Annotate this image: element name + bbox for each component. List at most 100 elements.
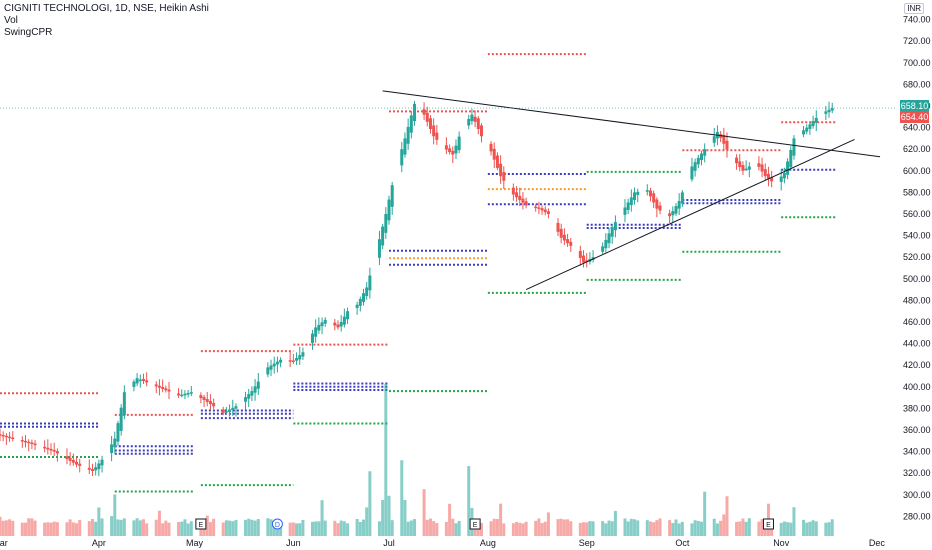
trendline-upper — [382, 90, 881, 158]
candle-body — [613, 222, 617, 231]
candle-body — [323, 319, 327, 324]
candle-body — [502, 172, 506, 181]
volume-bar — [291, 522, 295, 536]
volume-bar — [298, 523, 302, 536]
volume-bar — [234, 519, 238, 536]
chart-legend: CIGNITI TECHNOLOGI, 1D, NSE, Heikin Ashi… — [4, 3, 209, 39]
candle-body — [677, 201, 681, 209]
candle-body — [390, 185, 394, 207]
volume-bar — [94, 521, 98, 536]
volume-bar — [167, 522, 171, 536]
candle-body — [317, 324, 321, 331]
volume-bar — [49, 522, 53, 536]
volume-bar — [824, 522, 828, 536]
volume-indicator-label[interactable]: Vol — [4, 15, 18, 26]
candle-body — [339, 322, 343, 327]
candle-body — [448, 148, 452, 153]
volume-bar — [677, 523, 681, 536]
candle-body — [422, 109, 426, 115]
candle-body — [432, 125, 436, 137]
volume-bar — [46, 522, 50, 536]
candle-body — [400, 149, 404, 166]
candle-body — [269, 365, 273, 370]
candle-body — [633, 192, 637, 200]
volume-bar — [515, 521, 519, 536]
candle-body — [492, 148, 496, 160]
candle-body — [735, 157, 739, 164]
candle-body — [652, 193, 656, 203]
volume-bar — [65, 522, 69, 536]
candle-body — [288, 360, 292, 362]
candle-body — [132, 381, 136, 387]
volume-bar — [122, 518, 126, 536]
candle-body — [52, 449, 56, 452]
candle-body — [403, 138, 407, 155]
volume-bar — [467, 466, 471, 536]
candle-body — [556, 222, 560, 232]
candle-body — [55, 451, 59, 454]
candle-body — [377, 239, 381, 258]
currency-badge[interactable]: INR — [904, 3, 924, 14]
volume-bar — [779, 522, 783, 536]
volume-bar — [566, 519, 570, 536]
volume-bar — [1, 520, 5, 536]
candle-body — [46, 447, 50, 450]
volume-bar — [633, 519, 637, 536]
symbol-title[interactable]: CIGNITI TECHNOLOGI, 1D, NSE, Heikin Ashi — [4, 3, 209, 14]
candle-body — [808, 124, 812, 129]
volume-bar — [253, 520, 257, 536]
y-tick-label: 540.00 — [903, 231, 931, 241]
volume-bar — [655, 520, 659, 536]
y-tick-label: 460.00 — [903, 317, 931, 327]
volume-bar — [786, 522, 790, 536]
candle-body — [301, 352, 305, 357]
swingcpr-indicator-label[interactable]: SwingCPR — [4, 27, 53, 38]
volume-bar — [11, 520, 15, 536]
candle-body — [4, 435, 8, 438]
volume-bar — [699, 521, 703, 536]
candle-body — [295, 358, 299, 361]
event-marker-label: D — [275, 522, 280, 529]
volume-bar — [266, 518, 270, 536]
volume-bar — [422, 489, 426, 536]
price-axis: 280.00 300.00 320.00 340.00 360.00 380.00 400.… — [896, 0, 932, 550]
volume-bar — [279, 520, 283, 536]
candles — [0, 100, 834, 477]
candle-body — [202, 397, 206, 400]
volume-bar — [534, 520, 538, 536]
candle-body — [534, 206, 538, 209]
volume-bar — [738, 521, 742, 536]
volume-bar — [591, 521, 595, 536]
candle-body — [110, 444, 114, 454]
earnings-marker — [195, 518, 207, 530]
volume-bar — [479, 522, 483, 536]
candle-body — [272, 363, 276, 367]
prev-price-tag: 654.40 — [900, 111, 929, 123]
volume-bar — [138, 520, 142, 536]
volume-bar — [601, 521, 605, 536]
volume-bar — [135, 518, 139, 536]
volume-bar — [314, 521, 318, 536]
candle-body — [154, 384, 158, 387]
volume-bar — [559, 518, 563, 536]
candle-body — [789, 149, 793, 168]
volume-bar — [110, 516, 114, 536]
y-tick-label: 560.00 — [903, 209, 931, 219]
candle-body — [489, 143, 493, 152]
candle-body — [387, 199, 391, 221]
volume-bar — [205, 515, 209, 536]
volume-bar — [473, 523, 477, 536]
y-tick-label: 420.00 — [903, 360, 931, 370]
volume-bar — [4, 520, 8, 536]
candle-body — [43, 446, 47, 449]
candle-body — [97, 463, 101, 470]
volume-bar — [582, 522, 586, 536]
candle-body — [546, 211, 550, 214]
y-tick-label: 320.00 — [903, 468, 931, 478]
volume-bar — [511, 523, 515, 536]
candle-body — [135, 378, 139, 384]
candle-body — [668, 213, 672, 217]
candle-body — [346, 311, 350, 320]
